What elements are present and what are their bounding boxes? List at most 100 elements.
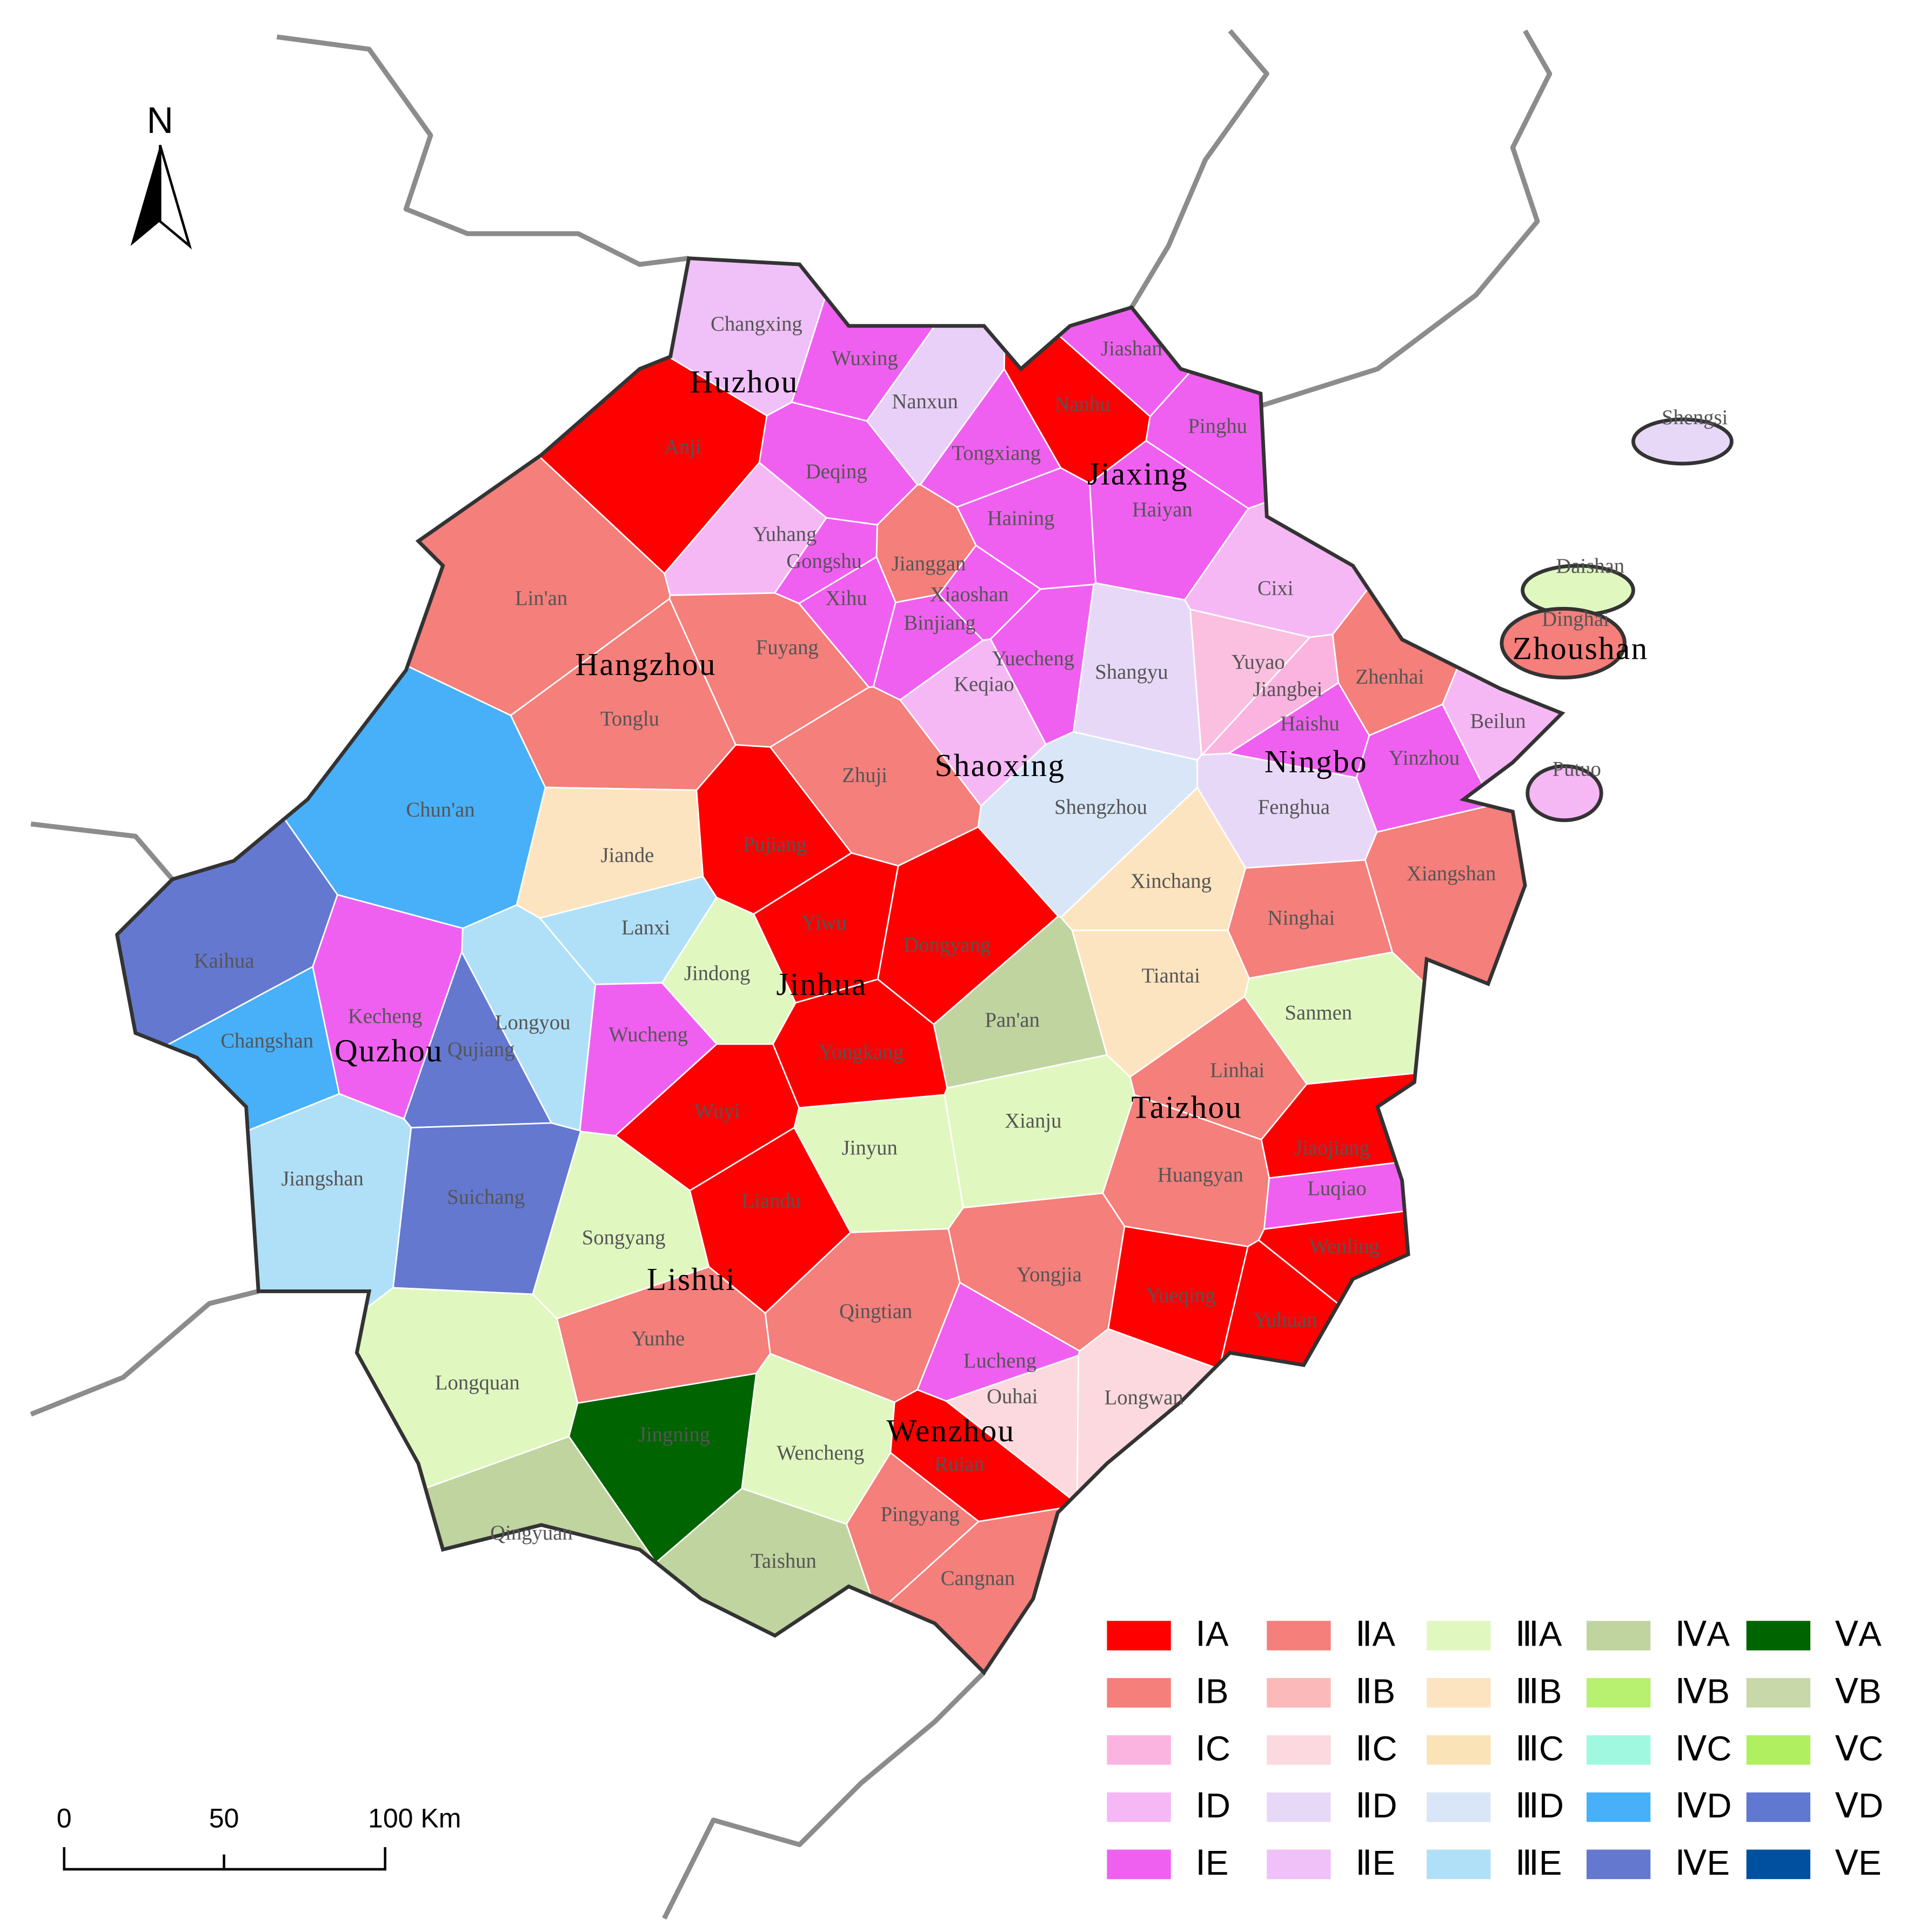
county-label: Daishan bbox=[1556, 555, 1624, 578]
county-label: Gongshu bbox=[786, 550, 862, 573]
legend-swatch bbox=[1586, 1621, 1651, 1650]
legend-swatch bbox=[1267, 1735, 1331, 1765]
county-regions bbox=[115, 256, 1566, 1676]
city-label: Wenzhou bbox=[887, 1413, 1015, 1448]
county-label: Yongjia bbox=[1016, 1264, 1082, 1286]
county-label: Jiangshan bbox=[281, 1167, 364, 1190]
legend-label: ⅣA bbox=[1675, 1615, 1730, 1654]
legend-swatch bbox=[1107, 1678, 1171, 1708]
legend-label: ⅡE bbox=[1355, 1843, 1395, 1882]
legend-swatch bbox=[1427, 1678, 1491, 1708]
city-label: Ningbo bbox=[1265, 744, 1368, 779]
county-label: Cixi bbox=[1257, 577, 1294, 600]
county-label: Shengzhou bbox=[1054, 796, 1147, 819]
county-label: Suichang bbox=[447, 1186, 525, 1209]
legend-label: ⅡA bbox=[1355, 1615, 1395, 1654]
county-label: Wuyi bbox=[694, 1100, 740, 1122]
county-label: Longyou bbox=[495, 1011, 571, 1034]
legend-swatch bbox=[1427, 1849, 1491, 1880]
county-label: Qujiang bbox=[447, 1039, 515, 1061]
county-label: Changxing bbox=[711, 313, 802, 336]
county-label: Zhenhai bbox=[1355, 666, 1424, 688]
province-outline bbox=[115, 256, 1566, 1676]
legend-label: ⅣB bbox=[1675, 1672, 1730, 1710]
legend-swatch bbox=[1267, 1792, 1331, 1822]
county-label: Tongxiang bbox=[952, 442, 1041, 465]
county-label: Haiyan bbox=[1132, 499, 1193, 522]
city-label: Lishui bbox=[647, 1261, 736, 1297]
boundary-line bbox=[30, 1288, 259, 1417]
county-label: Xihu bbox=[825, 587, 867, 610]
legend-swatch bbox=[1107, 1792, 1171, 1822]
county-label: Lucheng bbox=[964, 1349, 1036, 1372]
county-label: Nanxun bbox=[892, 390, 958, 413]
county-label: Ouhai bbox=[987, 1385, 1038, 1408]
county-label: Fenghua bbox=[1258, 796, 1330, 819]
city-label: Jiaxing bbox=[1087, 456, 1188, 492]
county-region bbox=[247, 1093, 412, 1311]
legend-swatch bbox=[1586, 1792, 1651, 1822]
legend-label: ⅠD bbox=[1195, 1786, 1230, 1825]
legend-label: ⅢC bbox=[1515, 1729, 1564, 1768]
county-label: Tonglu bbox=[600, 707, 659, 730]
legend-swatch bbox=[1746, 1621, 1811, 1650]
county-label: Taishun bbox=[751, 1550, 817, 1573]
legend-swatch bbox=[1586, 1735, 1651, 1765]
legend-label: ⅠB bbox=[1195, 1672, 1228, 1710]
boundary-line bbox=[276, 34, 690, 267]
legend-label: ⅣD bbox=[1675, 1786, 1732, 1825]
county-label: Dinghai bbox=[1542, 608, 1609, 631]
county-label: Xiangshan bbox=[1407, 863, 1496, 885]
legend-label: ⅣC bbox=[1675, 1729, 1732, 1768]
county-label: Longquan bbox=[435, 1372, 520, 1394]
island bbox=[1631, 417, 1734, 466]
county-label: Deqing bbox=[806, 460, 867, 483]
county-label: Jinyun bbox=[842, 1137, 898, 1160]
city-label: Jinhua bbox=[776, 966, 867, 1002]
county-label: Beilun bbox=[1470, 710, 1526, 733]
legend-swatch bbox=[1107, 1621, 1171, 1650]
legend-swatch bbox=[1107, 1735, 1171, 1765]
county-label: Pan'an bbox=[985, 1009, 1039, 1032]
county-label: Linhai bbox=[1210, 1059, 1265, 1082]
legend-label: ⅠE bbox=[1195, 1843, 1228, 1882]
county-label: Tiantai bbox=[1142, 965, 1200, 987]
scale-label: 0 bbox=[57, 1803, 72, 1834]
county-label: Haining bbox=[987, 507, 1055, 530]
north-arrow-right bbox=[158, 144, 192, 250]
legend-label: ⅤB bbox=[1835, 1672, 1882, 1710]
county-label: Shangyu bbox=[1095, 661, 1168, 684]
legend-label: ⅣE bbox=[1675, 1843, 1730, 1882]
labels: Changxing Wuxing Nanxun Anji Deqing Jiashan Na… bbox=[194, 313, 1728, 1590]
county-label: Yuyao bbox=[1232, 651, 1285, 674]
legend-label: ⅤA bbox=[1835, 1615, 1882, 1654]
legend-label: ⅡC bbox=[1355, 1729, 1397, 1768]
legend-label: ⅢD bbox=[1515, 1786, 1564, 1825]
north-arrow-left bbox=[130, 145, 160, 246]
county-label: Jingning bbox=[638, 1423, 710, 1446]
county-label: Wencheng bbox=[777, 1442, 864, 1465]
legend-swatch bbox=[1427, 1792, 1491, 1822]
county-label: Ninghai bbox=[1268, 907, 1335, 930]
legend: ⅠA ⅠB ⅠC ⅠD ⅠE ⅡA ⅡB ⅡC ⅡD ⅡE ⅢA ⅢB ⅢC ⅢD ⅢE ⅣA ⅣB ⅣC ⅣD ⅣE… bbox=[1107, 1615, 1883, 1882]
county-label: Yueqing bbox=[1146, 1285, 1216, 1307]
legend-label: ⅢB bbox=[1515, 1672, 1562, 1710]
county-label: Yinzhou bbox=[1389, 747, 1460, 770]
north-arrow: N bbox=[130, 100, 192, 250]
county-label: Longwan bbox=[1105, 1387, 1183, 1409]
county-label: Haishu bbox=[1280, 712, 1340, 735]
county-label: Xinchang bbox=[1130, 870, 1212, 893]
north-label: N bbox=[147, 100, 173, 141]
legend-label: ⅤC bbox=[1835, 1729, 1884, 1768]
county-label: Wuxing bbox=[832, 347, 898, 370]
county-label: Pinghu bbox=[1188, 415, 1247, 438]
legend-label: ⅢA bbox=[1515, 1615, 1562, 1654]
legend-swatch bbox=[1267, 1621, 1331, 1650]
city-label: Quzhou bbox=[335, 1033, 443, 1068]
legend-label: ⅢE bbox=[1515, 1843, 1562, 1882]
county-label: Dongyang bbox=[904, 934, 991, 957]
legend-swatch bbox=[1586, 1678, 1651, 1708]
county-label: Jiaojiang bbox=[1294, 1137, 1370, 1160]
